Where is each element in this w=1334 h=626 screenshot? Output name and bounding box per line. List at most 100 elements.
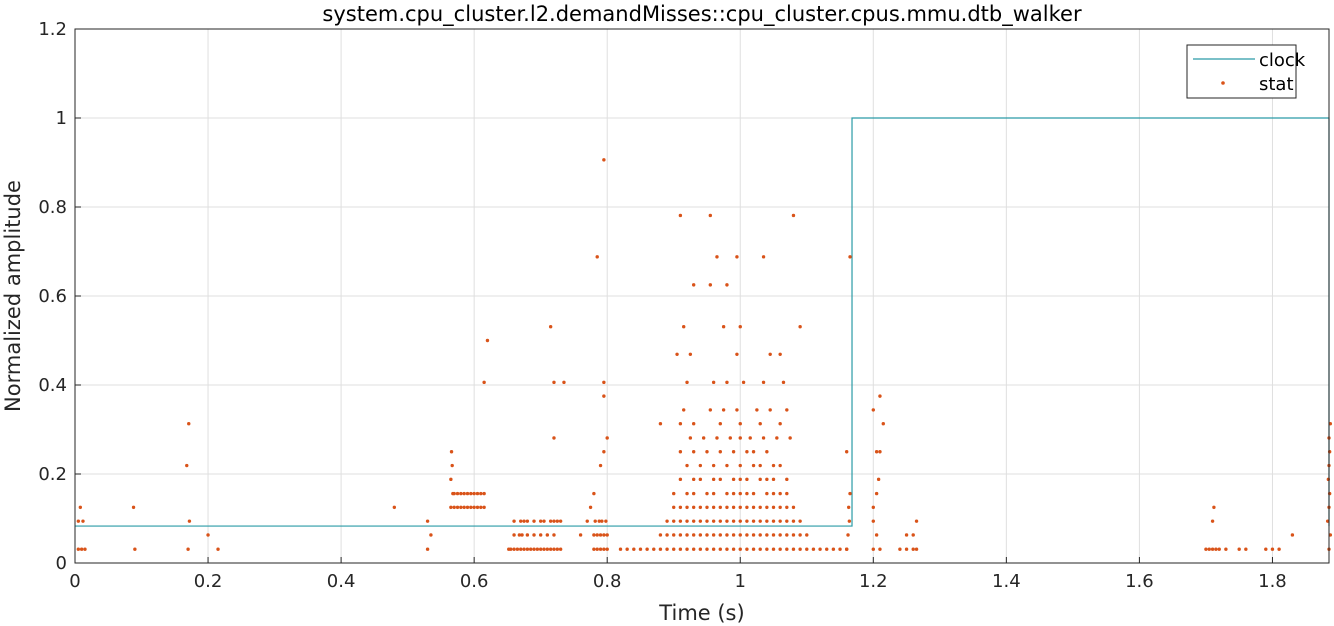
stat-point xyxy=(771,477,776,482)
stat-point xyxy=(825,547,829,551)
stat-point xyxy=(1326,477,1331,482)
stat-point xyxy=(675,352,679,356)
stat-point xyxy=(595,547,599,551)
stat-point xyxy=(548,547,553,551)
stat-point xyxy=(548,325,553,329)
stat-point xyxy=(392,505,397,510)
stat-point xyxy=(768,352,772,356)
stat-point xyxy=(781,380,786,385)
legend-clock-label: clock xyxy=(1259,50,1306,71)
stat-point xyxy=(731,519,736,523)
stat-point xyxy=(711,547,716,551)
stat-point xyxy=(878,547,882,551)
stat-point xyxy=(758,505,762,510)
stat-point xyxy=(758,547,762,551)
stat-point xyxy=(765,519,769,523)
stat-point xyxy=(562,380,566,385)
stat-point xyxy=(751,505,756,510)
stat-point xyxy=(538,519,543,523)
stat-point xyxy=(1207,547,1211,551)
stat-point xyxy=(778,352,782,356)
stat-point xyxy=(545,547,550,551)
stat-point xyxy=(718,547,722,551)
stat-point xyxy=(552,380,556,385)
stat-point xyxy=(685,380,689,385)
stat-point xyxy=(771,533,776,537)
stat-point xyxy=(1327,491,1332,496)
ticks: 0 0.2 0.4 0.6 0.8 1 1.2 1.4 1.6 1.8 0 0.2 0.4 0.6 0.8 1… xyxy=(38,19,1286,592)
stat-point xyxy=(678,519,683,523)
stat-point xyxy=(1214,547,1218,551)
stat-point xyxy=(708,283,713,287)
stat-point xyxy=(525,533,530,537)
stat-point xyxy=(881,422,885,426)
stat-point xyxy=(811,547,816,551)
x-tick-label: 0 xyxy=(69,571,80,592)
stat-point xyxy=(715,436,719,440)
stat-point xyxy=(914,519,919,523)
stat-point xyxy=(711,533,716,537)
stat-point xyxy=(475,505,480,510)
stat-point xyxy=(1264,547,1268,551)
stat-point xyxy=(1210,519,1215,523)
stat-point xyxy=(625,547,629,551)
stat-point xyxy=(588,505,593,510)
stat-point xyxy=(678,477,683,482)
stat-point xyxy=(914,547,919,551)
stat-point xyxy=(738,547,742,551)
stat-point xyxy=(602,158,606,162)
stat-point xyxy=(462,491,466,496)
stat-point xyxy=(187,519,192,523)
stat-point xyxy=(844,547,849,551)
stat-point xyxy=(705,519,709,523)
stat-point xyxy=(598,463,603,468)
stat-point xyxy=(482,491,486,496)
y-axis-title: Normalized amplitude xyxy=(1,180,25,412)
stat-point xyxy=(745,505,749,510)
stat-point xyxy=(785,533,789,537)
chart-title: system.cpu_cluster.l2.demandMisses::cpu_… xyxy=(322,2,1082,27)
stat-point xyxy=(1224,547,1228,551)
stat-point xyxy=(871,408,876,412)
x-tick-label: 0.4 xyxy=(327,571,356,592)
stat-point xyxy=(711,519,716,523)
stat-point xyxy=(698,477,703,482)
stat-point xyxy=(735,408,739,412)
stat-point xyxy=(758,422,762,426)
stat-point xyxy=(718,505,722,510)
stat-point xyxy=(672,519,676,523)
stat-point xyxy=(791,213,796,218)
stat-point xyxy=(818,547,822,551)
stat-point xyxy=(578,533,583,537)
stat-point xyxy=(598,533,603,537)
stat-point xyxy=(735,352,739,356)
stat-point xyxy=(708,213,713,218)
x-axis-title: Time (s) xyxy=(658,601,744,625)
stat-point xyxy=(785,547,789,551)
stat-point xyxy=(758,477,762,482)
stat-point xyxy=(785,505,789,510)
stat-point xyxy=(685,533,689,537)
stat-point xyxy=(698,533,703,537)
stat-point xyxy=(672,491,676,496)
stat-point xyxy=(731,533,736,537)
stat-point xyxy=(552,436,556,440)
stat-point xyxy=(81,519,85,523)
stat-point xyxy=(602,380,606,385)
x-tick-label: 1.4 xyxy=(992,571,1021,592)
stat-point xyxy=(711,491,716,496)
stat-point xyxy=(532,547,536,551)
legend-box xyxy=(1186,44,1297,99)
stat-point xyxy=(878,450,882,454)
stat-point xyxy=(751,519,756,523)
stat-point xyxy=(585,519,589,523)
stat-point xyxy=(871,519,876,523)
stat-point xyxy=(871,505,876,510)
stat-point xyxy=(685,519,689,523)
stat-point xyxy=(78,505,83,510)
stat-point xyxy=(778,491,782,496)
stat-point xyxy=(602,533,606,537)
stat-point xyxy=(602,450,606,454)
stat-point xyxy=(678,547,683,551)
stat-point xyxy=(731,450,736,454)
